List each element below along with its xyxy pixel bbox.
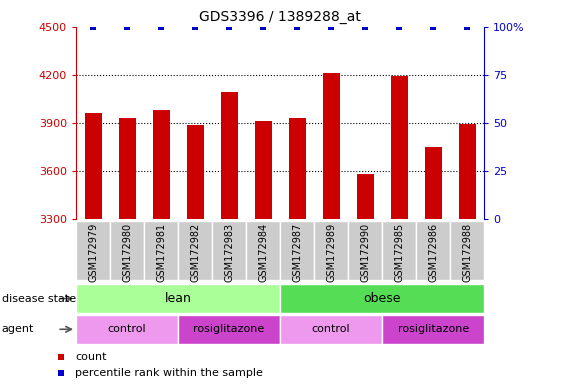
Bar: [84, 113, 101, 219]
Bar: [110, 221, 144, 280]
Text: rosiglitazone: rosiglitazone: [397, 324, 469, 334]
Text: GSM172982: GSM172982: [190, 223, 200, 282]
Bar: [153, 110, 169, 219]
Bar: [246, 221, 280, 280]
Text: control: control: [312, 324, 350, 334]
Bar: [289, 118, 306, 219]
Bar: [178, 315, 280, 344]
Title: GDS3396 / 1389288_at: GDS3396 / 1389288_at: [199, 10, 361, 25]
Bar: [280, 315, 382, 344]
Bar: [254, 121, 271, 219]
Bar: [178, 221, 212, 280]
Bar: [382, 315, 484, 344]
Bar: [356, 174, 374, 219]
Text: disease state: disease state: [2, 293, 76, 304]
Text: GSM172981: GSM172981: [156, 223, 166, 282]
Text: GSM172986: GSM172986: [428, 223, 438, 282]
Bar: [323, 73, 339, 219]
Bar: [119, 118, 136, 219]
Text: GSM172990: GSM172990: [360, 223, 370, 282]
Text: GSM172987: GSM172987: [292, 223, 302, 282]
Text: GSM172988: GSM172988: [462, 223, 472, 282]
Text: GSM172979: GSM172979: [88, 223, 98, 282]
Bar: [221, 93, 238, 219]
Bar: [212, 221, 246, 280]
Text: lean: lean: [164, 292, 191, 305]
Bar: [348, 221, 382, 280]
Bar: [314, 221, 348, 280]
Bar: [76, 284, 280, 313]
Bar: [76, 315, 178, 344]
Bar: [144, 221, 178, 280]
Bar: [425, 147, 441, 219]
Text: agent: agent: [2, 324, 34, 334]
Text: GSM172980: GSM172980: [122, 223, 132, 282]
Text: GSM172989: GSM172989: [326, 223, 336, 282]
Text: GSM172985: GSM172985: [394, 223, 404, 282]
Text: control: control: [108, 324, 146, 334]
Bar: [280, 284, 484, 313]
Bar: [416, 221, 450, 280]
Bar: [450, 221, 484, 280]
Text: GSM172984: GSM172984: [258, 223, 268, 282]
Bar: [391, 76, 408, 219]
Text: GSM172983: GSM172983: [224, 223, 234, 282]
Bar: [382, 221, 416, 280]
Bar: [459, 124, 476, 219]
Bar: [76, 221, 110, 280]
Text: count: count: [75, 352, 107, 362]
Text: percentile rank within the sample: percentile rank within the sample: [75, 368, 263, 378]
Text: rosiglitazone: rosiglitazone: [194, 324, 265, 334]
Bar: [280, 221, 314, 280]
Text: obese: obese: [363, 292, 401, 305]
Bar: [186, 125, 204, 219]
